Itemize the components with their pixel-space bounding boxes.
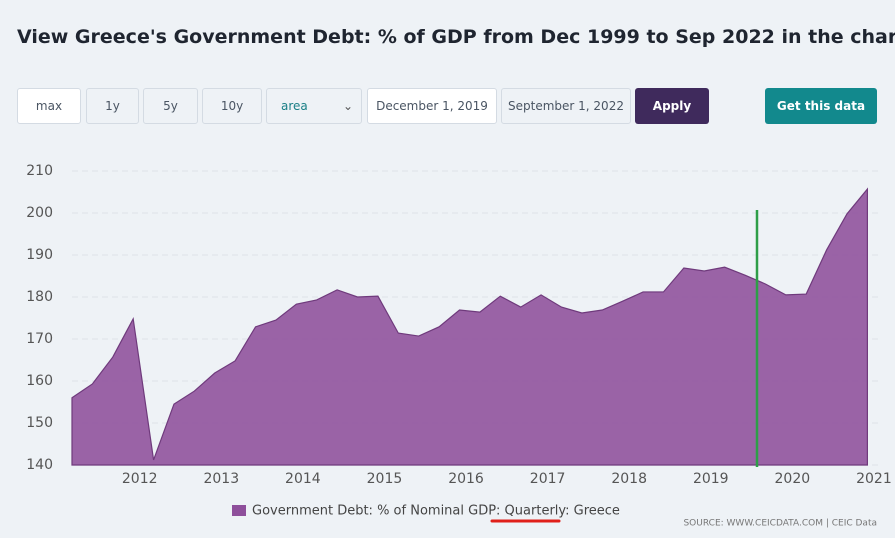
x-tick-label: 2021 bbox=[856, 471, 892, 487]
range-button[interactable]: 1y bbox=[86, 88, 139, 124]
x-tick-label: 2019 bbox=[693, 471, 729, 487]
y-tick-label: 190 bbox=[26, 247, 53, 263]
area bbox=[71, 187, 868, 466]
x-tick-label: 2016 bbox=[448, 471, 484, 487]
y-tick-label: 200 bbox=[26, 205, 53, 221]
range-button[interactable]: 10y bbox=[202, 88, 262, 124]
get-data-button[interactable]: Get this data bbox=[765, 88, 877, 124]
range-button[interactable]: max bbox=[17, 88, 81, 124]
x-tick-label: 2020 bbox=[775, 471, 811, 487]
legend-label: Government Debt: % of Nominal GDP: Quart… bbox=[252, 504, 620, 519]
page-title: View Greece's Government Debt: % of GDP … bbox=[17, 26, 895, 48]
x-tick-label: 2012 bbox=[122, 471, 158, 487]
y-tick-label: 160 bbox=[26, 373, 53, 389]
apply-button[interactable]: Apply bbox=[635, 88, 709, 124]
source: SOURCE: WWW.CEICDATA.COM | CEIC Data bbox=[683, 519, 877, 529]
end-date-input[interactable]: September 1, 2022 bbox=[501, 88, 631, 124]
y-tick-label: 170 bbox=[26, 331, 53, 347]
x-tick-label: 2017 bbox=[530, 471, 566, 487]
select-arrow: ⌄ bbox=[342, 99, 353, 113]
y-tick-label: 150 bbox=[26, 415, 53, 431]
legend-swatch bbox=[232, 505, 246, 516]
x-tick-label: 2013 bbox=[203, 471, 239, 487]
chart-type-select[interactable]: area ⌄ bbox=[266, 88, 362, 124]
y-tick-label: 180 bbox=[26, 289, 53, 305]
select-value: area bbox=[281, 99, 308, 113]
x-tick-label: 2018 bbox=[611, 471, 647, 487]
y-tick-label: 140 bbox=[26, 457, 53, 473]
start-date-input[interactable]: December 1, 2019 bbox=[367, 88, 497, 124]
x-tick-label: 2015 bbox=[367, 471, 403, 487]
range-button[interactable]: 5y bbox=[143, 88, 198, 124]
x-tick-label: 2014 bbox=[285, 471, 321, 487]
y-tick-label: 210 bbox=[26, 163, 53, 179]
